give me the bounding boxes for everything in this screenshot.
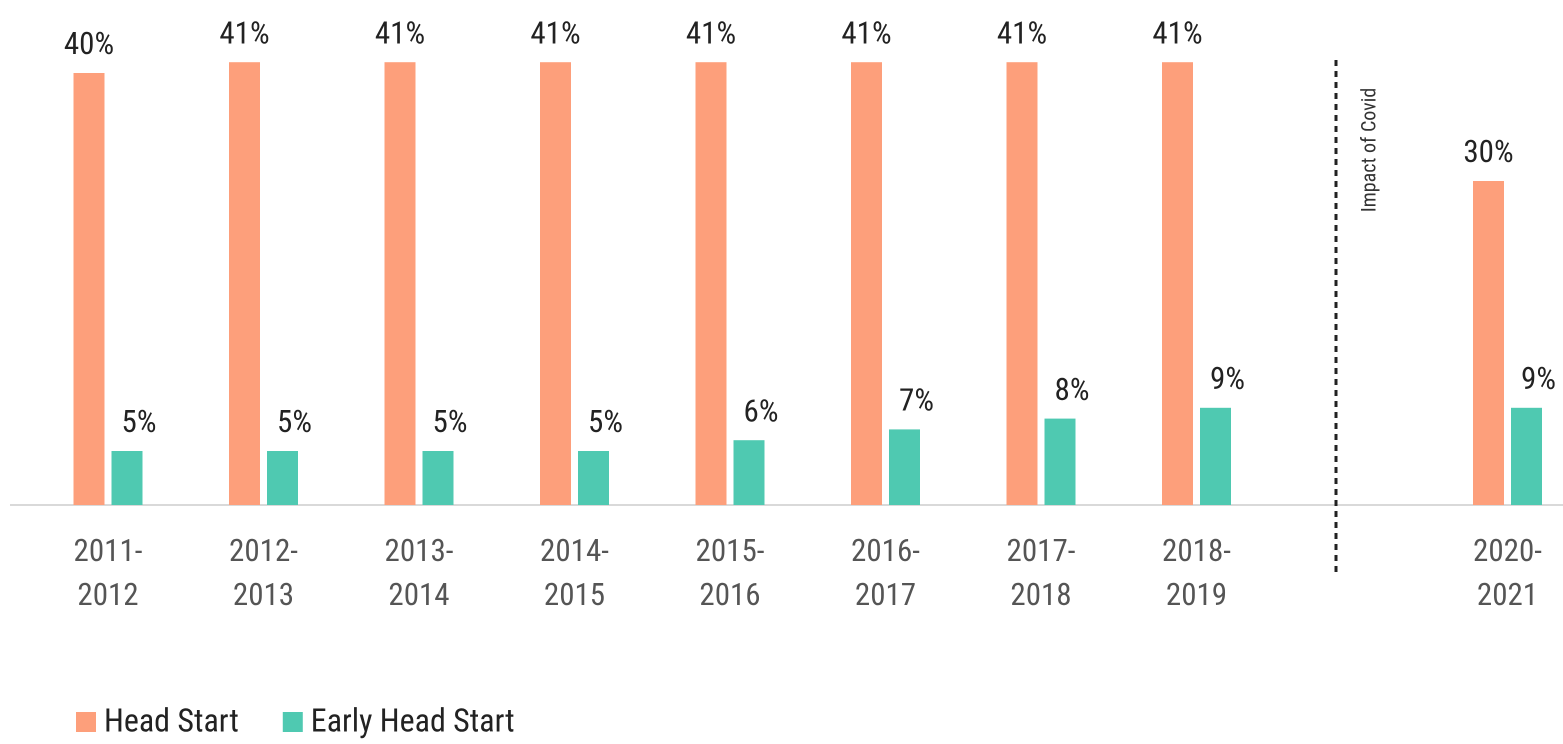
bar <box>695 62 727 505</box>
value-label: 41% <box>841 14 891 51</box>
x-tick-label: 2013-2014 <box>385 532 454 613</box>
value-label: 5% <box>277 403 312 440</box>
bar <box>111 451 143 505</box>
bar <box>384 62 416 505</box>
value-label: 40% <box>64 25 114 62</box>
bar <box>1162 62 1193 505</box>
value-label: 9% <box>1521 360 1556 397</box>
bar <box>73 73 105 505</box>
value-label: 41% <box>1152 14 1202 51</box>
value-label: 41% <box>686 14 736 51</box>
bar <box>1200 407 1231 505</box>
bar <box>1511 407 1542 505</box>
value-label: 9% <box>1210 360 1245 397</box>
x-tick-label: 2016-2017 <box>851 532 920 613</box>
x-tick-label: 2015-2016 <box>696 532 765 613</box>
x-tick-label: 2011-2012 <box>74 532 143 613</box>
bar <box>1473 181 1504 505</box>
legend-swatch <box>282 712 303 732</box>
bar <box>578 451 609 505</box>
x-tick-label: 2020-2021 <box>1473 532 1542 613</box>
value-label: 41% <box>997 14 1047 51</box>
value-label: 5% <box>588 403 623 440</box>
x-tick-label: 2018-2019 <box>1162 532 1231 613</box>
value-label: 5% <box>122 403 157 440</box>
bar <box>422 451 454 505</box>
value-label: 41% <box>530 14 580 51</box>
x-tick-label: 2017-2018 <box>1007 532 1076 613</box>
bar <box>267 451 298 505</box>
x-tick-label: 2014-2015 <box>540 532 609 613</box>
legend-swatch <box>76 712 96 732</box>
bar <box>540 62 571 505</box>
value-label: 41% <box>219 14 269 51</box>
bar <box>1044 418 1076 505</box>
value-label: 5% <box>433 403 468 440</box>
bar <box>733 440 765 505</box>
bar <box>889 429 920 505</box>
bar <box>229 62 260 505</box>
annotation: Impact of Covid <box>1356 88 1380 213</box>
legend-label: Head Start <box>104 701 239 739</box>
bar <box>851 62 882 505</box>
value-label: 8% <box>1055 371 1090 408</box>
value-label: 6% <box>744 392 779 429</box>
bar <box>1006 62 1038 505</box>
value-label: 41% <box>375 14 425 51</box>
x-tick-label: 2012-2013 <box>229 532 298 613</box>
value-label: 7% <box>899 382 934 419</box>
legend-label: Early Head Start <box>311 701 515 739</box>
value-label: 30% <box>1463 133 1513 170</box>
